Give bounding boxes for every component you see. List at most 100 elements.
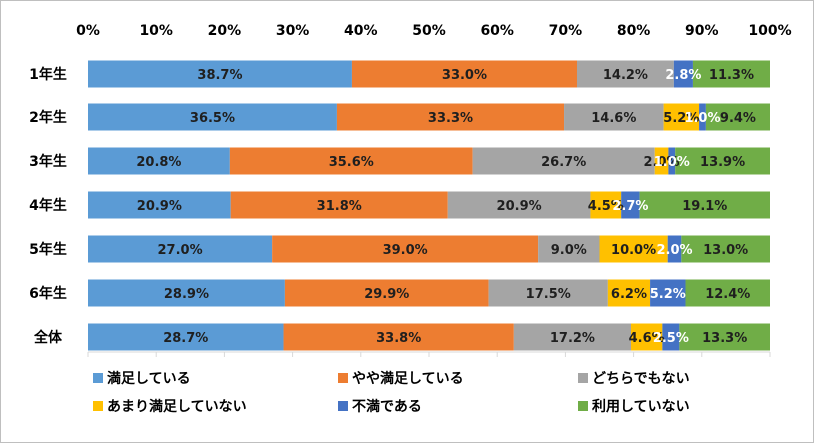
x-tick-label: 70% <box>549 23 583 39</box>
bar-segment <box>631 323 663 351</box>
data-label: 28.9% <box>164 287 209 302</box>
x-axis-ticks: 0% 10% 20% 30% 40% 50% 60% 70% 80% 90% 100% <box>76 23 792 357</box>
data-label: 2.5% <box>653 331 689 346</box>
bar-segment <box>88 279 285 307</box>
data-label: 33.0% <box>442 68 487 83</box>
bar-segment <box>88 103 337 131</box>
bar-segment <box>675 147 770 175</box>
category-label: 1年生 <box>29 66 67 83</box>
legend-swatch <box>93 373 103 383</box>
bar-segment <box>599 235 668 263</box>
data-label: 36.5% <box>190 111 235 126</box>
data-label: 33.3% <box>428 111 473 126</box>
legend-swatch <box>578 401 588 411</box>
legend-label: どちらでもない <box>592 371 690 387</box>
data-label: 13.3% <box>702 331 747 346</box>
x-tick-label: 20% <box>208 23 242 39</box>
bar-segment <box>673 60 693 88</box>
bar-segment <box>667 235 682 263</box>
legend-label: 利用していない <box>592 398 690 415</box>
data-label: 20.8% <box>136 155 181 170</box>
bar-segment <box>564 103 664 131</box>
bar-segment <box>662 323 680 351</box>
legend-swatch <box>338 401 348 411</box>
data-label: 9.4% <box>720 111 756 126</box>
bar-segment <box>88 147 230 175</box>
data-labels: 38.7% 33.0% 14.2% 2.8% 11.3% 36.5% 33.3% 14.6% 5… <box>136 68 756 346</box>
bar-segment <box>679 323 770 351</box>
data-label: 6.2% <box>611 287 647 302</box>
bar-segment <box>272 235 539 263</box>
bar-segment <box>88 60 352 88</box>
bar-segments <box>88 60 770 351</box>
bar-segment <box>705 103 770 131</box>
data-label: 29.9% <box>364 287 409 302</box>
legend-label: 満足している <box>107 370 191 387</box>
legend-label: 不満である <box>352 398 422 415</box>
bar-segment <box>488 279 608 307</box>
data-label: 2.8% <box>665 68 701 83</box>
bar-segment <box>576 60 674 88</box>
data-label: 2.0% <box>656 243 692 258</box>
data-label: 39.0% <box>383 243 428 258</box>
x-tick-label: 100% <box>748 23 791 39</box>
bar-segment <box>336 103 565 131</box>
bar-segment <box>685 279 770 307</box>
bar-segment <box>654 147 669 175</box>
data-label: 27.0% <box>158 243 203 258</box>
data-label: 17.2% <box>550 331 595 346</box>
data-label: 4.6% <box>629 331 665 346</box>
data-label: 10.0% <box>611 243 656 258</box>
data-label: 9.0% <box>551 243 587 258</box>
data-label: 11.3% <box>709 68 754 83</box>
bar-segment <box>607 279 651 307</box>
data-label: 28.7% <box>163 331 208 346</box>
data-label: 26.7% <box>541 155 586 170</box>
bar-segment <box>229 147 473 175</box>
bar-segment <box>668 147 676 175</box>
data-label: 31.8% <box>317 199 362 214</box>
bar-segment <box>681 235 770 263</box>
category-label: 6年生 <box>29 285 67 302</box>
data-label: 20.9% <box>137 199 182 214</box>
data-label: 19.1% <box>682 199 727 214</box>
bar-segment <box>88 191 231 219</box>
bar-segment <box>692 60 770 88</box>
data-label: 1.0% <box>654 155 690 170</box>
bar-segment <box>284 279 489 307</box>
data-label: 33.8% <box>376 331 421 346</box>
category-label: 全体 <box>33 329 63 346</box>
data-label: 13.0% <box>703 243 748 258</box>
bar-segment <box>663 103 700 131</box>
x-tick-label: 0% <box>76 23 100 39</box>
legend-swatch <box>578 373 588 383</box>
data-label: 2.7% <box>612 199 648 214</box>
data-label: 35.6% <box>329 155 374 170</box>
data-label: 4.5% <box>588 199 624 214</box>
bar-segment <box>88 235 273 263</box>
data-label: 17.5% <box>526 287 571 302</box>
legend-label: あまり満足していない <box>107 398 247 415</box>
data-label: 5.2% <box>663 111 699 126</box>
data-label: 20.9% <box>497 199 542 214</box>
x-tick-label: 50% <box>412 23 446 39</box>
data-label: 5.2% <box>650 287 686 302</box>
bar-segment <box>88 323 284 351</box>
data-label: 14.6% <box>591 111 636 126</box>
x-tick-label: 80% <box>617 23 651 39</box>
category-label: 3年生 <box>29 153 67 170</box>
bar-segment <box>230 191 448 219</box>
data-label: 1.0% <box>684 111 720 126</box>
bar-segment <box>621 191 640 219</box>
bar-segment <box>639 191 770 219</box>
x-tick-label: 90% <box>685 23 719 39</box>
data-label: 13.9% <box>700 155 745 170</box>
x-tick-label: 10% <box>139 23 173 39</box>
legend-swatch <box>338 373 348 383</box>
bar-segment <box>513 323 632 351</box>
bar-segment <box>538 235 600 263</box>
category-label: 5年生 <box>29 241 67 258</box>
